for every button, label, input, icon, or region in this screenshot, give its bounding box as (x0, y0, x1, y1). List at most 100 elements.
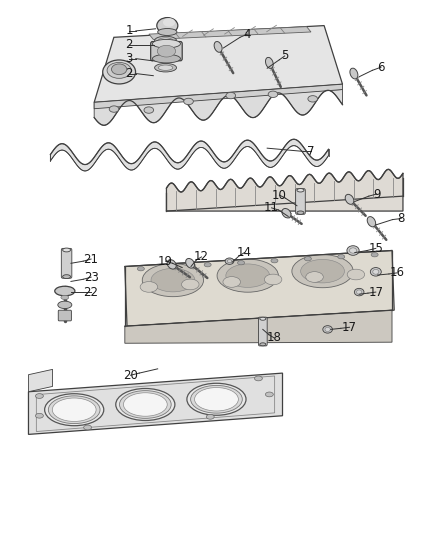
Text: 7: 7 (307, 145, 315, 158)
FancyBboxPatch shape (258, 317, 267, 346)
Ellipse shape (142, 264, 204, 297)
Ellipse shape (35, 393, 43, 399)
Text: 6: 6 (377, 61, 385, 74)
Ellipse shape (271, 259, 278, 263)
Ellipse shape (109, 106, 119, 112)
Polygon shape (94, 26, 343, 102)
Ellipse shape (155, 36, 177, 45)
Ellipse shape (138, 266, 145, 271)
Ellipse shape (323, 326, 332, 333)
Text: 11: 11 (264, 201, 279, 214)
Text: 5: 5 (281, 50, 288, 62)
FancyBboxPatch shape (151, 42, 182, 61)
Ellipse shape (58, 301, 72, 309)
Ellipse shape (357, 290, 362, 294)
Ellipse shape (308, 95, 318, 102)
Ellipse shape (181, 279, 199, 290)
Ellipse shape (223, 277, 240, 287)
Ellipse shape (48, 396, 100, 424)
Text: 4: 4 (244, 28, 251, 41)
Ellipse shape (325, 327, 330, 332)
Ellipse shape (157, 18, 178, 34)
Text: 17: 17 (368, 286, 383, 298)
Ellipse shape (350, 68, 358, 79)
Ellipse shape (260, 317, 266, 320)
Ellipse shape (157, 45, 176, 57)
Ellipse shape (45, 394, 104, 426)
Text: 1: 1 (125, 25, 133, 37)
Ellipse shape (124, 393, 167, 416)
Ellipse shape (120, 391, 171, 418)
Text: 3: 3 (126, 52, 133, 65)
Ellipse shape (214, 42, 222, 52)
Ellipse shape (171, 264, 178, 269)
Ellipse shape (55, 286, 75, 296)
Text: 22: 22 (84, 286, 99, 298)
Ellipse shape (116, 389, 175, 421)
Ellipse shape (52, 398, 96, 422)
Ellipse shape (350, 248, 357, 253)
Polygon shape (149, 27, 311, 39)
Text: 15: 15 (368, 242, 383, 255)
Ellipse shape (194, 387, 238, 411)
Ellipse shape (265, 58, 273, 68)
Polygon shape (94, 90, 343, 125)
Ellipse shape (338, 255, 345, 259)
Ellipse shape (373, 269, 379, 274)
Ellipse shape (158, 65, 173, 70)
Ellipse shape (297, 211, 304, 214)
Ellipse shape (102, 60, 136, 84)
Ellipse shape (151, 269, 195, 292)
Ellipse shape (237, 261, 244, 265)
Ellipse shape (61, 295, 69, 300)
Text: 12: 12 (194, 251, 209, 263)
Ellipse shape (304, 256, 311, 261)
Text: 2: 2 (125, 38, 133, 51)
Polygon shape (166, 169, 403, 211)
Ellipse shape (226, 92, 236, 99)
Text: 17: 17 (342, 321, 357, 334)
Text: 18: 18 (267, 332, 282, 344)
Ellipse shape (367, 216, 376, 227)
Ellipse shape (354, 288, 364, 296)
Ellipse shape (204, 263, 211, 267)
FancyBboxPatch shape (61, 248, 72, 278)
Ellipse shape (63, 248, 71, 252)
Text: 19: 19 (158, 255, 173, 268)
Ellipse shape (227, 260, 232, 263)
Ellipse shape (84, 425, 92, 430)
Ellipse shape (155, 63, 177, 72)
Text: 9: 9 (373, 188, 381, 200)
Ellipse shape (184, 98, 193, 104)
Polygon shape (125, 251, 394, 326)
Ellipse shape (345, 195, 354, 204)
Ellipse shape (63, 274, 71, 279)
Text: 2: 2 (125, 67, 133, 80)
Ellipse shape (370, 268, 381, 276)
Ellipse shape (297, 189, 304, 192)
Polygon shape (125, 310, 392, 343)
Ellipse shape (158, 29, 177, 35)
Ellipse shape (140, 281, 158, 292)
Ellipse shape (107, 62, 131, 78)
Ellipse shape (152, 54, 180, 63)
Ellipse shape (206, 415, 214, 419)
Text: 21: 21 (84, 253, 99, 265)
Text: 16: 16 (389, 266, 404, 279)
Polygon shape (94, 84, 343, 109)
Ellipse shape (35, 414, 43, 418)
Ellipse shape (254, 376, 262, 381)
Text: 20: 20 (123, 369, 138, 382)
Ellipse shape (268, 91, 278, 98)
Ellipse shape (158, 38, 173, 43)
Ellipse shape (347, 269, 365, 280)
Ellipse shape (225, 258, 234, 264)
Text: 8: 8 (398, 212, 405, 225)
Text: 14: 14 (237, 246, 252, 259)
Ellipse shape (111, 64, 127, 75)
Ellipse shape (167, 260, 176, 269)
Text: 23: 23 (84, 271, 99, 284)
Ellipse shape (226, 264, 270, 287)
Ellipse shape (282, 208, 291, 218)
Ellipse shape (187, 383, 246, 415)
